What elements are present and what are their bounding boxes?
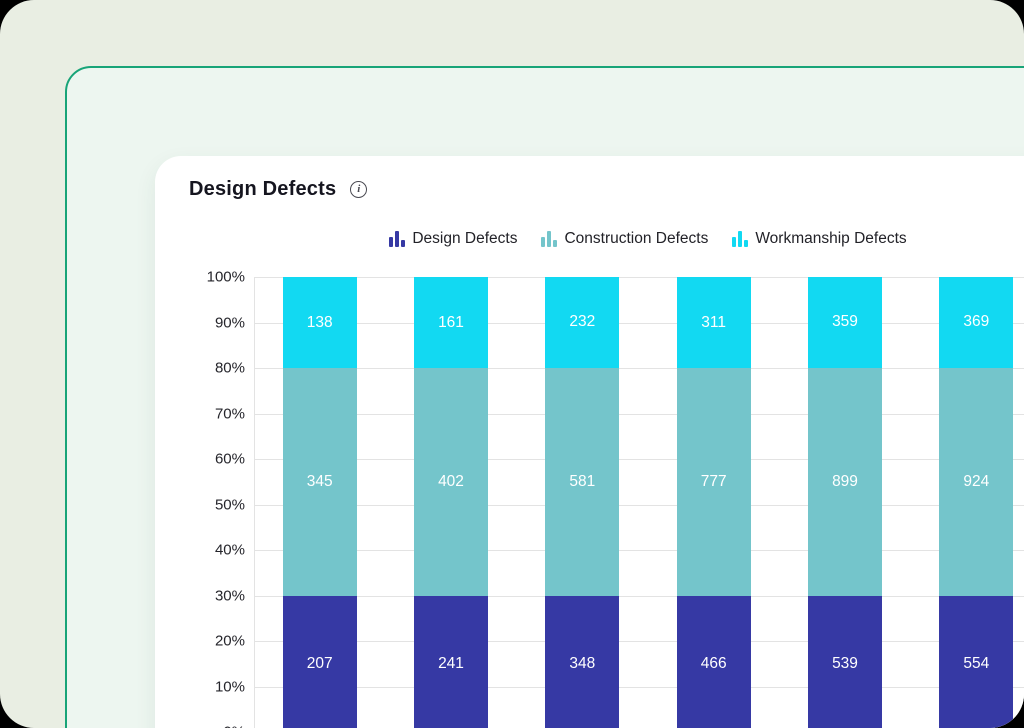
value-label: 241 bbox=[438, 654, 464, 672]
card-header: Design Defects i bbox=[189, 178, 368, 201]
value-label: 554 bbox=[963, 654, 990, 672]
bar-segment[interactable] bbox=[545, 367, 620, 596]
mini-bar-chart-icon bbox=[541, 230, 558, 248]
y-axis: 100% 90% 80% 70% 60% 50% 40% 30% 20% 10% 0% bbox=[155, 269, 245, 728]
bar-segment[interactable] bbox=[545, 595, 620, 728]
dashboard-panel: Design Defects i Design Defects Construct… bbox=[65, 66, 1024, 728]
plot-area: 207345138Highway241402161Institutional34… bbox=[254, 277, 1024, 728]
bar-segment[interactable] bbox=[676, 277, 751, 369]
bar-segment[interactable] bbox=[545, 277, 620, 368]
bar-segment[interactable] bbox=[676, 595, 751, 728]
gridline bbox=[254, 686, 1024, 688]
bar-segment[interactable] bbox=[414, 368, 488, 596]
gridline bbox=[254, 413, 1024, 415]
bar-segment[interactable] bbox=[282, 277, 357, 368]
y-axis-label: 20% bbox=[214, 632, 245, 650]
chart-area: 100% 90% 80% 70% 60% 50% 40% 30% 20% 10% 0% 207 345… bbox=[155, 269, 1024, 728]
value-label: 466 bbox=[700, 654, 727, 672]
legend-item[interactable]: Construction Defects bbox=[541, 230, 708, 248]
value-label: 348 bbox=[569, 654, 596, 672]
axis-boundary-line bbox=[254, 277, 255, 728]
value-label: 899 bbox=[832, 472, 858, 490]
value-label: 161 bbox=[438, 313, 464, 331]
value-label: 311 bbox=[701, 313, 727, 331]
info-icon[interactable]: i bbox=[350, 181, 368, 198]
gridline bbox=[254, 459, 1024, 460]
bar-segment[interactable] bbox=[414, 277, 488, 369]
y-axis-label: 0% bbox=[155, 724, 245, 728]
value-label: 924 bbox=[963, 472, 990, 490]
bar-segment[interactable] bbox=[939, 367, 1014, 596]
legend-label: Workmanship Defects bbox=[755, 230, 907, 247]
y-axis-label: 30% bbox=[214, 587, 245, 604]
value-label: 232 bbox=[569, 313, 596, 331]
gridline bbox=[254, 322, 1024, 324]
value-label: 359 bbox=[832, 313, 858, 331]
legend-item[interactable]: Workmanship Defects bbox=[732, 230, 907, 248]
legend-item[interactable]: Design Defects bbox=[389, 230, 517, 248]
y-axis-label: 100% bbox=[206, 268, 245, 286]
value-label: 138 bbox=[306, 313, 333, 331]
y-axis-label: 10% bbox=[214, 678, 245, 695]
mini-bar-chart-icon bbox=[389, 230, 406, 248]
y-axis-label: 80% bbox=[214, 359, 245, 377]
value-label: 369 bbox=[963, 313, 990, 331]
bar-segment[interactable] bbox=[414, 595, 488, 728]
bar-segment[interactable] bbox=[808, 595, 882, 728]
mini-bar-chart-icon bbox=[732, 230, 749, 248]
value-label: 581 bbox=[569, 472, 596, 490]
value-label: 539 bbox=[832, 654, 858, 672]
bar-segment[interactable] bbox=[808, 277, 882, 368]
value-label: 402 bbox=[438, 472, 464, 490]
value-label: 345 bbox=[306, 472, 333, 490]
value-label: 777 bbox=[700, 472, 727, 490]
gridline bbox=[254, 641, 1024, 642]
gridline bbox=[254, 595, 1024, 597]
y-axis-label: 60% bbox=[214, 450, 245, 468]
y-axis-label: 70% bbox=[214, 405, 245, 422]
bar-segment[interactable] bbox=[282, 595, 357, 728]
design-defects-card: Design Defects i Design Defects Construct… bbox=[155, 156, 1024, 728]
gridline bbox=[254, 550, 1024, 551]
y-axis-label: 50% bbox=[214, 496, 245, 513]
gridline bbox=[254, 277, 1024, 278]
y-axis-label: 40% bbox=[214, 541, 245, 559]
gridline bbox=[254, 368, 1024, 369]
gridline bbox=[254, 504, 1024, 506]
bar-segment[interactable] bbox=[939, 595, 1014, 728]
bar-segment[interactable] bbox=[808, 367, 882, 596]
value-label: 207 bbox=[306, 654, 333, 672]
card-title: Design Defects bbox=[189, 178, 337, 200]
legend-label: Construction Defects bbox=[564, 230, 709, 247]
bar-segment[interactable] bbox=[282, 368, 357, 596]
y-axis-label: 90% bbox=[214, 314, 245, 331]
legend-label: Design Defects bbox=[412, 230, 518, 247]
bar-segment[interactable] bbox=[676, 368, 751, 596]
bar-segment[interactable] bbox=[939, 277, 1014, 368]
chart-legend: Design Defects Construction Defects Workma… bbox=[254, 230, 1024, 248]
